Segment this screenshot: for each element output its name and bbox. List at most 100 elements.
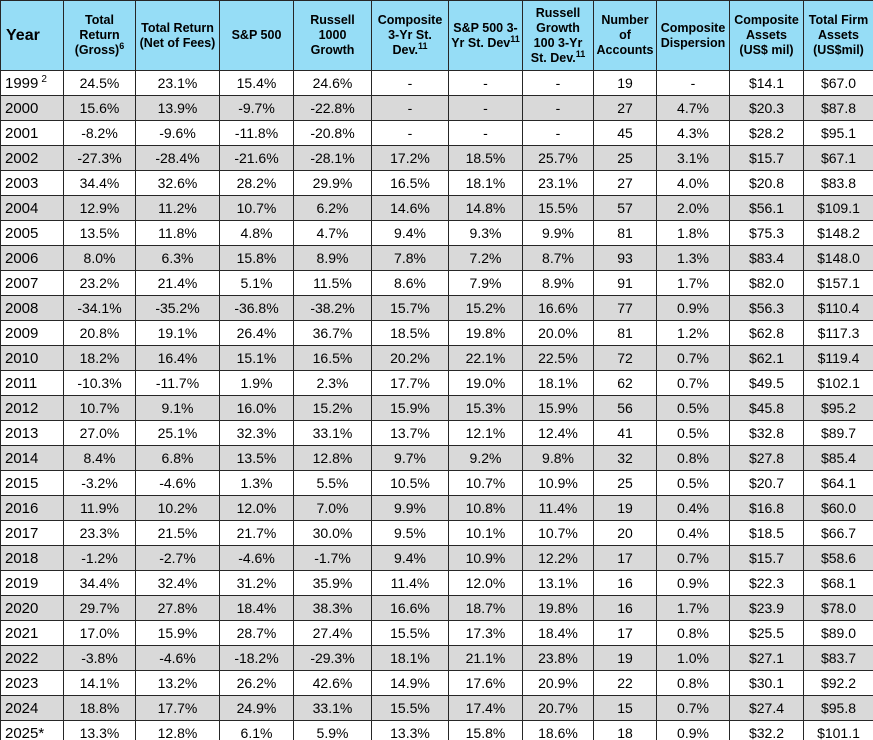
data-cell: 56 bbox=[593, 395, 657, 421]
data-cell: 27.4% bbox=[293, 620, 372, 646]
data-cell: 1.3% bbox=[656, 245, 730, 271]
data-cell: 91 bbox=[593, 270, 657, 296]
year-label: 2025* bbox=[5, 724, 45, 740]
table-row-2014: 2014 8.4% 6.8% 13.5% 12.8% 9.7% 9.2% 9.8% 32 0.8%… bbox=[0, 445, 873, 471]
column-header-composite-dispersion: Composite Dispersion bbox=[656, 0, 730, 71]
data-cell: 5.9% bbox=[293, 720, 372, 740]
data-cell: 18.2% bbox=[63, 345, 136, 371]
data-cell: 6.2% bbox=[293, 195, 372, 221]
data-cell: 9.5% bbox=[371, 520, 449, 546]
table-row-2024: 2024 18.8% 17.7% 24.9% 33.1% 15.5% 17.4% 20.7% 1… bbox=[0, 695, 873, 721]
table-row-2020: 2020 29.7% 27.8% 18.4% 38.3% 16.6% 18.7% 19.8% 1… bbox=[0, 595, 873, 621]
data-cell: $75.3 bbox=[729, 220, 804, 246]
data-cell: 1.3% bbox=[219, 470, 294, 496]
data-cell: 16.4% bbox=[135, 345, 220, 371]
column-header-label: Russell Growth 100 3-Yr St. Dev. bbox=[530, 5, 583, 65]
data-cell: -1.2% bbox=[63, 545, 136, 571]
data-cell: 10.7% bbox=[448, 470, 523, 496]
year-cell: 2004 bbox=[0, 195, 64, 221]
table-row-2010: 2010 18.2% 16.4% 15.1% 16.5% 20.2% 22.1% 22.5% 7… bbox=[0, 345, 873, 371]
year-cell: 2013 bbox=[0, 420, 64, 446]
table-row-2007: 2007 23.2% 21.4% 5.1% 11.5% 8.6% 7.9% 8.9% 91 1.7… bbox=[0, 270, 873, 296]
column-header-s-p-500: S&P 500 bbox=[219, 0, 294, 71]
data-cell: 31.2% bbox=[219, 570, 294, 596]
table-row-2002: 2002 -27.3% -28.4% -21.6% -28.1% 17.2% 18.5% 25… bbox=[0, 145, 873, 171]
data-cell: 15.9% bbox=[371, 395, 449, 421]
data-cell: 62 bbox=[593, 370, 657, 396]
data-cell: 16 bbox=[593, 570, 657, 596]
data-cell: 9.1% bbox=[135, 395, 220, 421]
footnote-superscript: 2 bbox=[41, 73, 47, 85]
table-row-2018: 2018 -1.2% -2.7% -4.6% -1.7% 9.4% 10.9% 12.2% 17… bbox=[0, 545, 873, 571]
data-cell: 8.7% bbox=[522, 245, 594, 271]
data-cell: 11.5% bbox=[293, 270, 372, 296]
data-cell: 0.8% bbox=[656, 620, 730, 646]
data-cell: - bbox=[448, 120, 523, 146]
year-cell: 1999 2 bbox=[0, 70, 64, 96]
data-cell: 5.1% bbox=[219, 270, 294, 296]
data-cell: 19 bbox=[593, 495, 657, 521]
data-cell: 9.8% bbox=[522, 445, 594, 471]
data-cell: 23.3% bbox=[63, 520, 136, 546]
year-cell: 2022 bbox=[0, 645, 64, 671]
data-cell: 15.4% bbox=[219, 70, 294, 96]
data-cell: -9.6% bbox=[135, 120, 220, 146]
data-cell: -8.2% bbox=[63, 120, 136, 146]
table-row-2011: 2011 -10.3% -11.7% 1.9% 2.3% 17.7% 19.0% 18.1% 6… bbox=[0, 370, 873, 396]
year-label: 2006 bbox=[5, 249, 39, 267]
data-cell: - bbox=[656, 70, 730, 96]
data-cell: - bbox=[522, 70, 594, 96]
data-cell: -2.7% bbox=[135, 545, 220, 571]
data-cell: -11.7% bbox=[135, 370, 220, 396]
column-header-russell-growth-100-3-yr-st-dev: Russell Growth 100 3-Yr St. Dev.11 bbox=[522, 0, 594, 71]
table-row-2021: 2021 17.0% 15.9% 28.7% 27.4% 15.5% 17.3% 18.4% 1… bbox=[0, 620, 873, 646]
data-cell: $20.8 bbox=[729, 170, 804, 196]
data-cell: -3.2% bbox=[63, 470, 136, 496]
column-header-label: Total Return (Net of Fees) bbox=[139, 20, 216, 50]
data-cell: 12.8% bbox=[135, 720, 220, 740]
data-cell: 17.7% bbox=[135, 695, 220, 721]
data-cell: - bbox=[448, 95, 523, 121]
year-cell: 2002 bbox=[0, 145, 64, 171]
data-cell: $28.2 bbox=[729, 120, 804, 146]
year-label: 2021 bbox=[5, 624, 39, 642]
data-cell: 38.3% bbox=[293, 595, 372, 621]
year-cell: 2003 bbox=[0, 170, 64, 196]
data-cell: 11.4% bbox=[522, 495, 594, 521]
year-cell: 2015 bbox=[0, 470, 64, 496]
column-header-composite-3-yr-st-dev: Composite 3-Yr St. Dev.11 bbox=[371, 0, 449, 71]
data-cell: 18 bbox=[593, 720, 657, 740]
data-cell: 18.4% bbox=[522, 620, 594, 646]
table-row-2013: 2013 27.0% 25.1% 32.3% 33.1% 13.7% 12.1% 12.4% 4… bbox=[0, 420, 873, 446]
year-cell: 2005 bbox=[0, 220, 64, 246]
data-cell: $45.8 bbox=[729, 395, 804, 421]
data-cell: 9.9% bbox=[371, 495, 449, 521]
data-cell: -1.7% bbox=[293, 545, 372, 571]
year-label: 2004 bbox=[5, 199, 39, 217]
data-cell: $16.8 bbox=[729, 495, 804, 521]
data-cell: -28.1% bbox=[293, 145, 372, 171]
table-row-2000: 2000 15.6% 13.9% -9.7% -22.8% - - -27 4.7% $20.3 $… bbox=[0, 95, 873, 121]
data-cell: $25.5 bbox=[729, 620, 804, 646]
data-cell: -36.8% bbox=[219, 295, 294, 321]
data-cell: 1.0% bbox=[656, 645, 730, 671]
data-cell: 25 bbox=[593, 145, 657, 171]
data-cell: 9.3% bbox=[448, 220, 523, 246]
column-header-label: S&P 500 3-Yr St. Dev bbox=[451, 20, 518, 50]
data-cell: 16 bbox=[593, 595, 657, 621]
data-cell: 15.5% bbox=[522, 195, 594, 221]
data-cell: $15.7 bbox=[729, 545, 804, 571]
data-cell: 25 bbox=[593, 470, 657, 496]
data-cell: 1.8% bbox=[656, 220, 730, 246]
data-cell: $83.4 bbox=[729, 245, 804, 271]
data-cell: 17 bbox=[593, 620, 657, 646]
column-header-total-firm-assets-us-mil: Total Firm Assets (US$mil) bbox=[803, 0, 873, 71]
data-cell: 17.0% bbox=[63, 620, 136, 646]
column-header-label: Composite Dispersion bbox=[660, 20, 726, 50]
data-cell: 9.4% bbox=[371, 545, 449, 571]
data-cell: 32.4% bbox=[135, 570, 220, 596]
table-header: Year Total Return (Gross)6 Total Return (N… bbox=[0, 0, 873, 71]
data-cell: 0.8% bbox=[656, 445, 730, 471]
data-cell: 32.6% bbox=[135, 170, 220, 196]
data-cell: $56.1 bbox=[729, 195, 804, 221]
